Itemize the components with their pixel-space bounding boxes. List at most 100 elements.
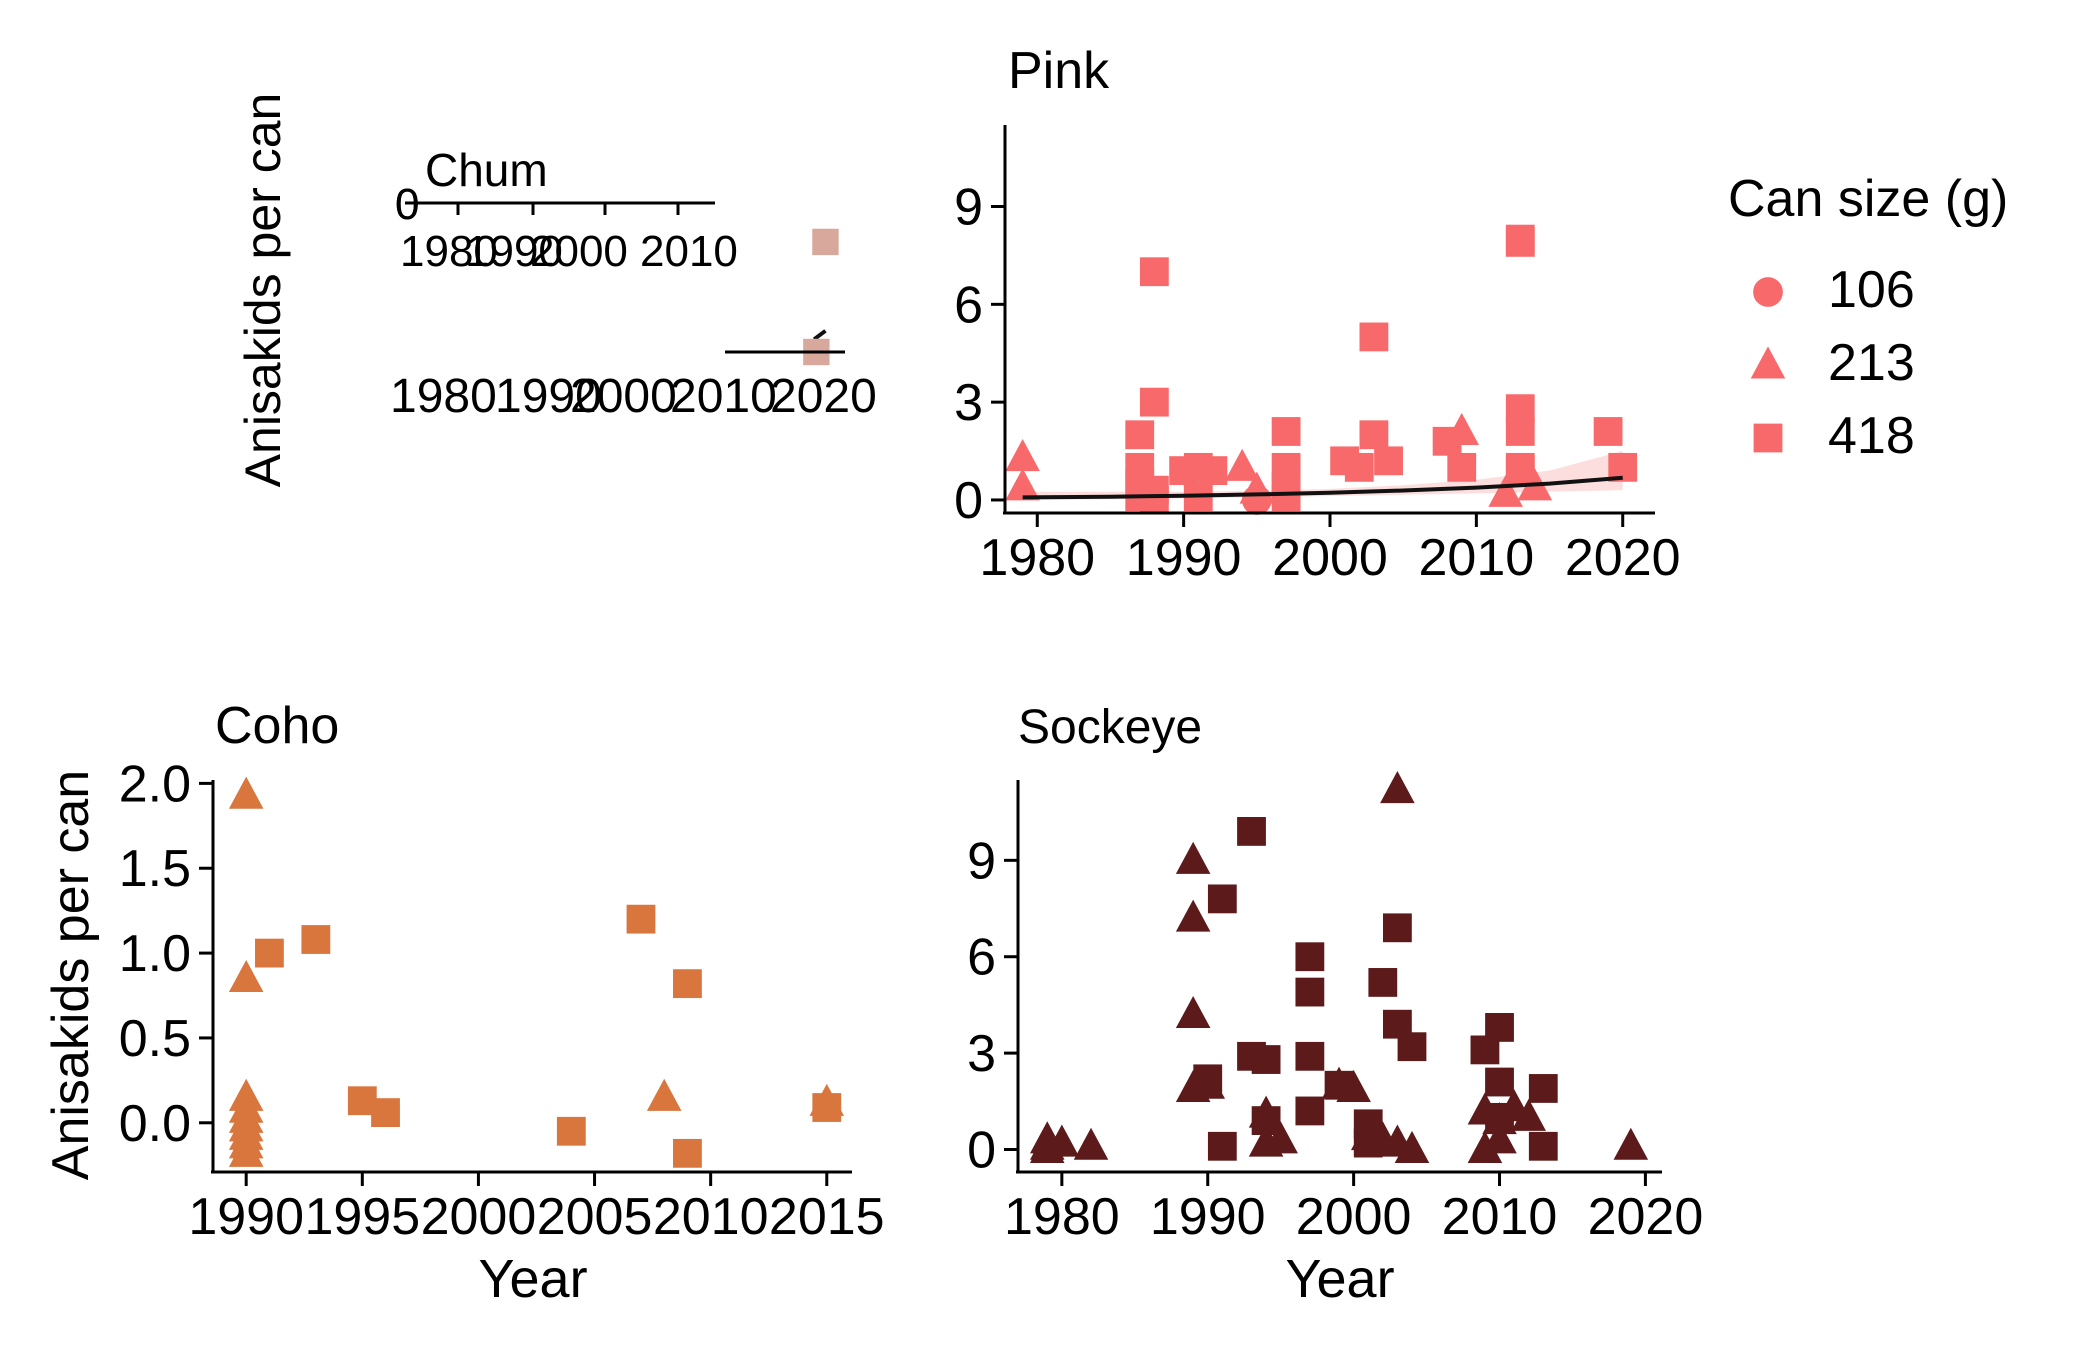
pink-point (1224, 448, 1260, 481)
legend-label: 213 (1828, 334, 1915, 392)
sockeye-panel: Sockeye 1980 1990 2000 2010 2020 0 3 6 9 Year (967, 701, 1703, 1309)
pink-point (1271, 417, 1301, 446)
pink-trend-line (1022, 475, 1623, 500)
sockeye-point (1382, 913, 1412, 943)
coho-point (228, 959, 264, 993)
pink-title: Pink (1008, 42, 1110, 100)
sockeye-point (1485, 1013, 1514, 1042)
pink-point (1198, 456, 1228, 486)
legend-key-circle (1753, 277, 1783, 307)
chum-panel: Anisakids per can Chum 0 0 1980 1990 200… (235, 93, 877, 488)
coho-xlabel: Year (478, 1249, 587, 1309)
pink-point (1505, 417, 1535, 446)
pink-xtick-label: 2020 (1565, 529, 1681, 587)
coho-ytick-label: 0.5 (119, 1010, 191, 1068)
coho-title: Coho (215, 697, 339, 755)
chum-inset-ytick-overlap: 0 (395, 180, 419, 229)
chum-xtick-label: 1990 (495, 370, 602, 423)
legend-label: 418 (1828, 407, 1915, 465)
sockeye-point (1380, 771, 1415, 804)
sockeye-point (1394, 1130, 1430, 1164)
sockeye-xtick-label: 2010 (1442, 1188, 1558, 1246)
sockeye-xtick-label: 2000 (1296, 1188, 1412, 1246)
coho-ylabel: Anisakids per can (42, 770, 100, 1180)
chum-point (812, 228, 839, 256)
sockeye-point (1353, 1128, 1383, 1158)
sockeye-point (1295, 1041, 1325, 1071)
sockeye-xtick-label: 1980 (1004, 1188, 1120, 1246)
pink-point (1139, 485, 1169, 515)
sockeye-point (1175, 899, 1211, 932)
coho-ytick-label: 1.0 (119, 925, 191, 983)
sockeye-title: Sockeye (1018, 701, 1202, 754)
sockeye-point (1044, 1124, 1080, 1157)
sockeye-point (1528, 1074, 1558, 1103)
sockeye-point (1467, 1130, 1503, 1164)
chum-ylabel: Anisakids per can (235, 93, 291, 488)
coho-point (626, 904, 656, 934)
sockeye-point (1485, 1102, 1514, 1132)
sockeye-point (1485, 1067, 1514, 1097)
sockeye-point (1237, 817, 1266, 846)
sockeye-ytick-label: 3 (967, 1025, 996, 1083)
pink-point (1593, 417, 1623, 446)
sockeye-point (1324, 1070, 1354, 1100)
coho-point (556, 1116, 586, 1146)
sockeye-point (1175, 995, 1211, 1029)
legend: Can size (g) 106 213 418 (1728, 170, 2008, 465)
chum-xtick-label: 2010 (670, 370, 777, 423)
sockeye-point (1528, 1131, 1558, 1161)
legend-key-triangle (1750, 346, 1786, 379)
coho-point (673, 1138, 702, 1168)
pink-point (1125, 420, 1155, 450)
sockeye-point (1613, 1127, 1649, 1160)
chum-title: Chum (425, 144, 548, 196)
chum-inset-xtick: 1980 (400, 227, 498, 276)
coho-point (228, 1134, 264, 1167)
pink-point (1505, 227, 1535, 257)
pink-point (1447, 452, 1477, 482)
coho-ytick-label: 0.0 (119, 1095, 191, 1153)
sockeye-point (1175, 841, 1211, 874)
sockeye-ytick-label: 0 (967, 1122, 996, 1180)
coho-xtick-label: 2010 (653, 1188, 769, 1246)
pink-point (1488, 474, 1523, 507)
coho-point (812, 1093, 842, 1122)
pink-xtick-label: 2010 (1419, 529, 1535, 587)
chum-trend-line (812, 329, 827, 341)
legend-key-square (1753, 423, 1783, 453)
sockeye-point (1073, 1127, 1109, 1160)
pink-ytick-label: 0 (954, 472, 983, 530)
sockeye-point (1295, 1096, 1325, 1126)
sockeye-point (1397, 1032, 1427, 1062)
coho-ytick-label: 2.0 (119, 755, 191, 813)
sockeye-point (1251, 1106, 1281, 1135)
pink-ytick-label: 3 (954, 374, 983, 432)
coho-point (255, 938, 284, 968)
chum-inset-xtick: 2010 (640, 227, 738, 276)
sockeye-xtick-label: 1990 (1150, 1188, 1266, 1246)
pink-xtick-label: 1980 (979, 529, 1095, 587)
coho-xtick-label: 2005 (537, 1188, 653, 1246)
pink-point (1005, 468, 1040, 501)
sockeye-point (1295, 977, 1325, 1007)
pink-point (1271, 482, 1301, 512)
chum-xtick-label: 1980 (390, 370, 497, 423)
chum-xtick-label: 2000 (570, 370, 677, 423)
sockeye-xtick-label: 2020 (1588, 1188, 1704, 1246)
legend-label: 106 (1828, 261, 1915, 319)
sockeye-point (1511, 1098, 1546, 1131)
coho-xtick-label: 1990 (188, 1188, 304, 1246)
coho-point (301, 925, 331, 954)
pink-point (1359, 420, 1389, 450)
coho-point (673, 969, 702, 999)
sockeye-point (1368, 968, 1398, 997)
sockeye-point (1263, 1121, 1298, 1154)
pink-point (1005, 438, 1040, 472)
coho-xtick-label: 2015 (769, 1188, 885, 1246)
chum-inset-xtick: 1990 (465, 227, 563, 276)
pink-xtick-label: 1990 (1126, 529, 1242, 587)
pink-point (1344, 452, 1374, 482)
sockeye-ytick-label: 9 (967, 832, 996, 890)
sockeye-point (1207, 1131, 1237, 1161)
